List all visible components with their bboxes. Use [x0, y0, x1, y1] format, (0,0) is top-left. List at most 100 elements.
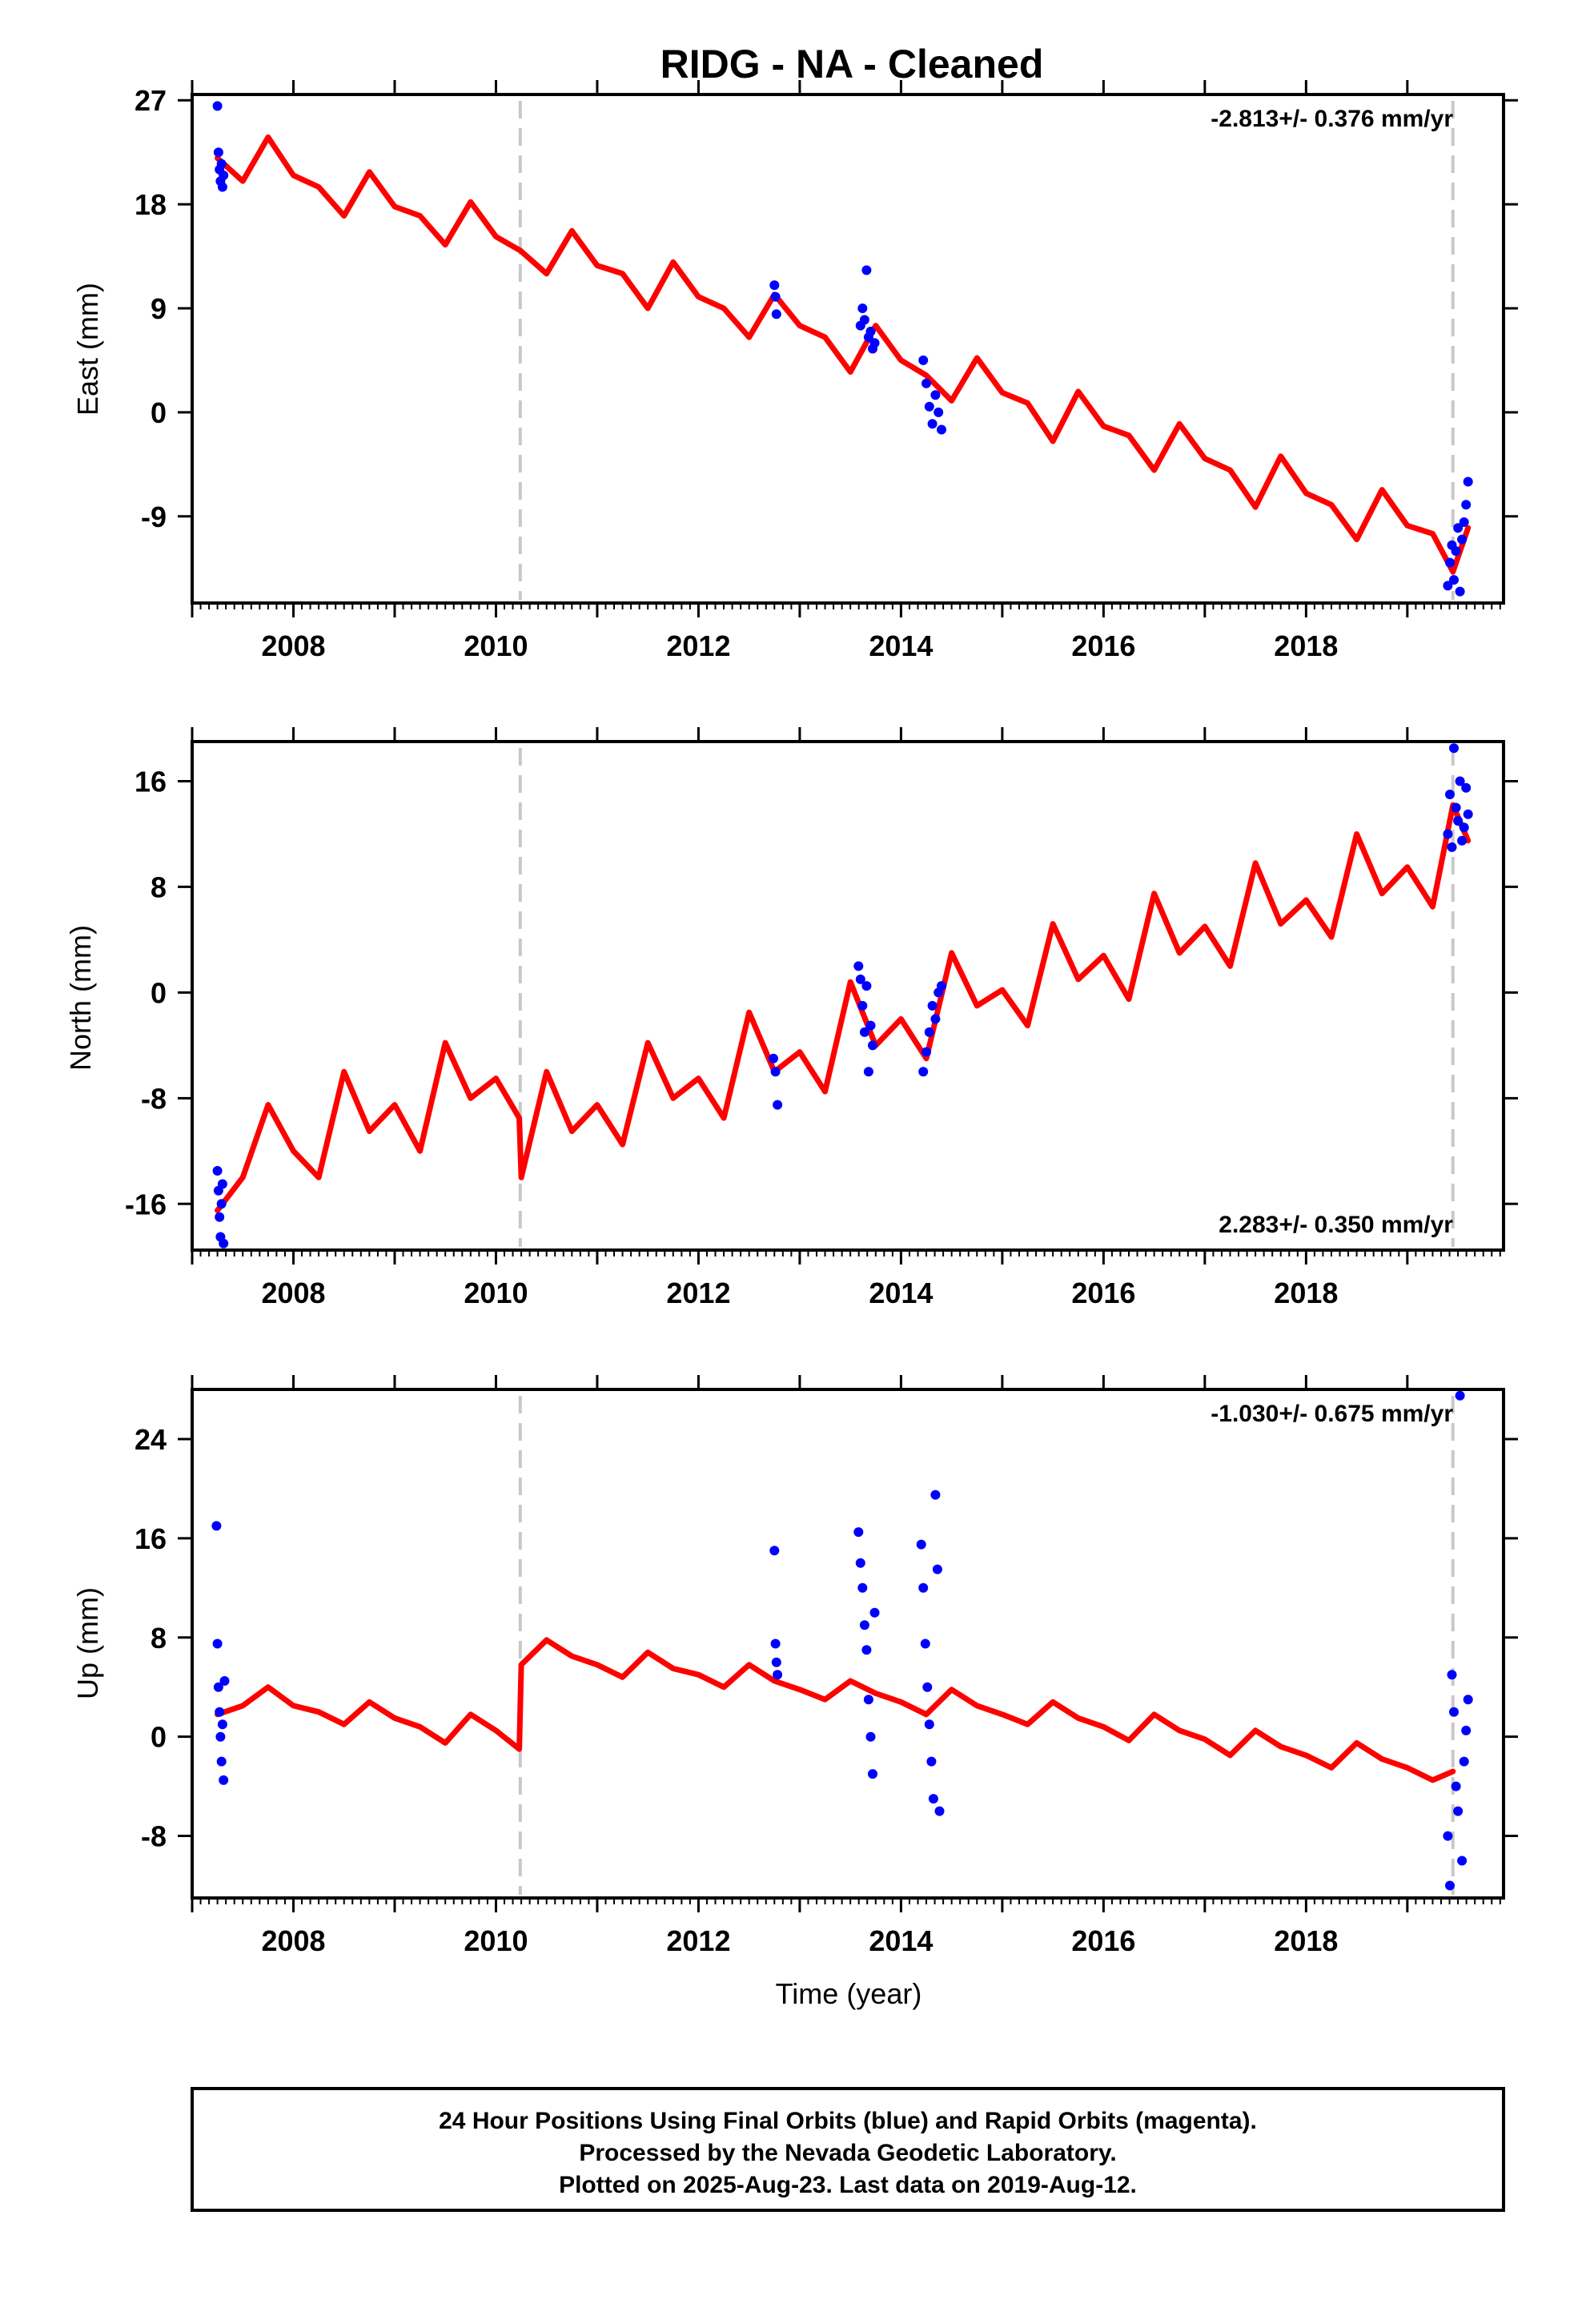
east-data-point [918, 355, 929, 365]
east-data-point [869, 338, 880, 348]
north-x-tick-label: 2008 [261, 1277, 325, 1309]
east-data-point [1451, 546, 1461, 557]
east-data-point [859, 315, 869, 325]
footer-box: 24 Hour Positions Using Final Orbits (bl… [191, 2087, 1505, 2212]
east-data-point [921, 378, 931, 388]
east-y-tick-label: 0 [151, 396, 167, 429]
north-data-point [868, 1040, 877, 1051]
north-data-point [861, 981, 872, 991]
east-data-points [212, 101, 1473, 597]
east-rate-label: -2.813+/- 0.376 mm/yr [1211, 106, 1453, 132]
east-data-point [771, 309, 781, 320]
up-model-curve [215, 1637, 1456, 1783]
up-data-point [1447, 1670, 1457, 1680]
north-model-curve [215, 802, 1472, 1213]
up-data-point [865, 1731, 876, 1742]
east-model-line [215, 134, 1472, 575]
north-data-point [921, 1047, 931, 1057]
north-data-point [219, 1238, 229, 1248]
north-y-axis-label: North (mm) [64, 925, 97, 1071]
north-data-point [1447, 842, 1457, 852]
north-y-tick-label: 0 [151, 976, 167, 1009]
east-panel: East (mm) 2008 2010 2012 2014 2016 2018 27 18 9 0… [71, 80, 1518, 662]
east-y-tick-label: 27 [135, 84, 167, 117]
up-x-tick-label: 2018 [1274, 1924, 1338, 1957]
north-y-tick-label: -8 [141, 1082, 167, 1115]
up-x-tick-label: 2010 [464, 1924, 528, 1957]
north-data-point [1453, 816, 1464, 826]
east-plot-frame [191, 93, 1505, 605]
east-data-point [1461, 500, 1472, 510]
north-data-point [1455, 776, 1465, 786]
east-data-point [930, 390, 941, 400]
north-data-point [212, 1166, 223, 1176]
up-data-point [212, 1638, 223, 1649]
up-data-point [211, 1521, 222, 1531]
up-data-point [926, 1756, 937, 1767]
north-data-point [773, 1100, 783, 1110]
up-data-point [859, 1620, 869, 1630]
x-axis-label: Time (year) [776, 1977, 922, 2010]
east-data-point [1443, 581, 1453, 591]
up-data-point [213, 1682, 223, 1692]
up-axes: 2008 2010 2012 2014 2016 2018 24 16 8 0 -8 [135, 1375, 1518, 1957]
east-y-axis-label: East (mm) [71, 283, 104, 416]
north-data-point [1459, 822, 1469, 833]
north-data-point [1449, 743, 1459, 754]
east-data-point [1445, 557, 1455, 568]
north-data-point [937, 981, 946, 991]
up-data-point [773, 1670, 783, 1680]
up-data-points [211, 1390, 1473, 1891]
up-data-point [934, 1806, 945, 1816]
east-data-point [1453, 523, 1464, 533]
footer-line-2: Processed by the Nevada Geodetic Laborat… [579, 2140, 1116, 2166]
up-panel: Up (mm) 2008 2010 2012 2014 2016 2018 24 16 8 0 -8… [71, 1375, 1518, 1957]
up-data-point [918, 1582, 929, 1593]
up-data-point [1461, 1725, 1472, 1735]
up-y-tick-label: 24 [135, 1423, 167, 1456]
north-data-point [1457, 835, 1468, 846]
up-y-tick-label: 16 [135, 1522, 167, 1555]
east-data-point [212, 101, 223, 111]
up-x-tick-label: 2016 [1071, 1924, 1135, 1957]
up-data-point [861, 1645, 872, 1655]
north-x-tick-label: 2014 [869, 1277, 933, 1309]
north-data-point [924, 1027, 934, 1037]
north-x-tick-label: 2012 [666, 1277, 730, 1309]
east-x-tick-label: 2008 [261, 629, 325, 662]
up-data-point [863, 1695, 873, 1705]
up-data-point [924, 1719, 934, 1730]
north-plot-frame [191, 740, 1505, 1252]
north-model-line [215, 802, 1472, 1213]
up-data-point [219, 1676, 230, 1686]
north-data-point [918, 1067, 929, 1077]
up-x-tick-label: 2012 [666, 1924, 730, 1957]
up-data-point [1459, 1756, 1469, 1767]
east-data-point [217, 182, 227, 192]
up-data-point [1457, 1856, 1468, 1866]
up-y-tick-label: -8 [141, 1820, 167, 1853]
east-data-point [1459, 517, 1469, 527]
up-data-point [769, 1546, 780, 1556]
north-x-tick-label: 2018 [1274, 1277, 1338, 1309]
north-x-tick-label: 2010 [464, 1277, 528, 1309]
north-y-tick-label: 8 [151, 870, 167, 903]
up-data-point [1463, 1695, 1473, 1705]
east-data-point [769, 280, 780, 291]
up-x-tick-label: 2014 [869, 1924, 933, 1957]
north-data-point [855, 974, 865, 984]
east-model-curve [215, 134, 1472, 575]
up-model-line [215, 1637, 1456, 1783]
up-data-point [215, 1707, 225, 1717]
north-data-point [215, 1212, 225, 1222]
up-rate-label: -1.030+/- 0.675 mm/yr [1211, 1401, 1453, 1427]
footer-frame [191, 2087, 1505, 2212]
up-data-point [1443, 1831, 1453, 1841]
north-data-point [217, 1179, 227, 1189]
east-data-point [865, 326, 876, 336]
up-data-point [857, 1582, 868, 1593]
up-data-point [855, 1558, 865, 1568]
north-data-point [859, 1027, 869, 1037]
east-data-point [857, 304, 868, 313]
